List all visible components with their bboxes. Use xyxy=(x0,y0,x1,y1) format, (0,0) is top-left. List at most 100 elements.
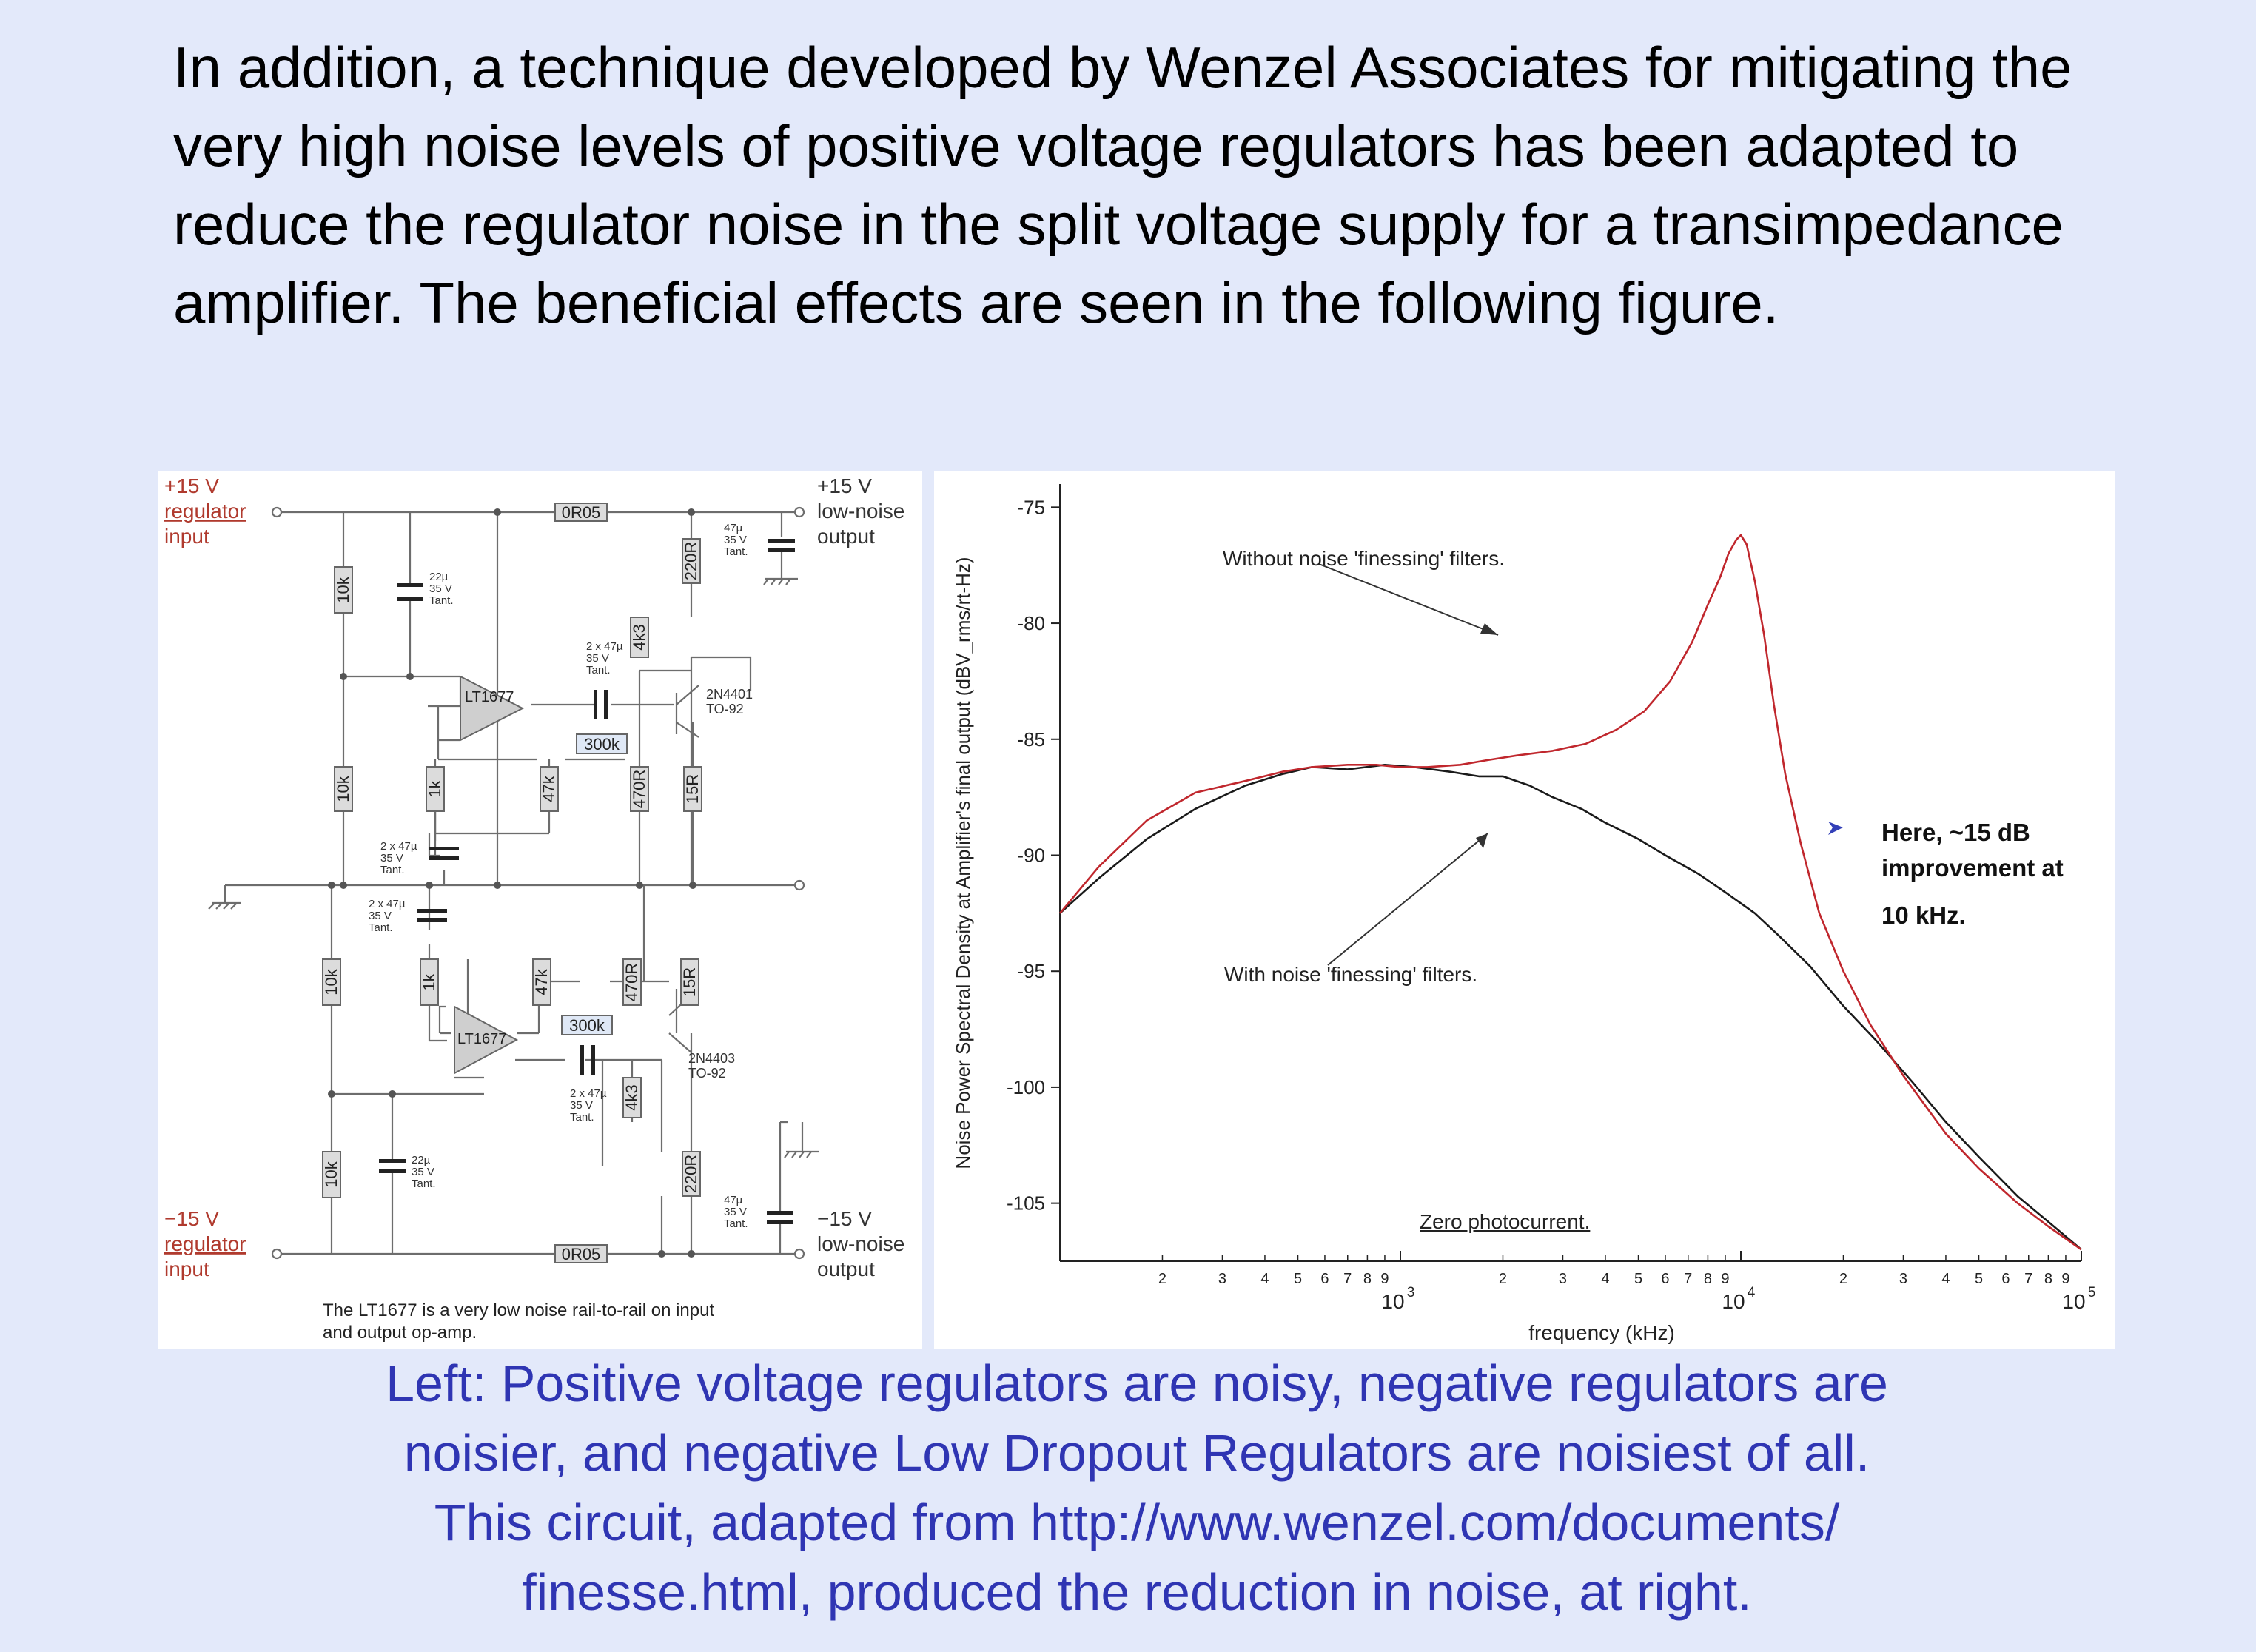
resistor-0r05-top xyxy=(554,503,608,522)
bottom-input-label-3: input xyxy=(164,1258,209,1280)
x-minor-tick-label: 9 xyxy=(1380,1271,1389,1287)
annotation-without: Without noise 'finessing' filters. xyxy=(1223,547,1505,570)
x-minor-tick-label: 7 xyxy=(1343,1271,1352,1287)
x-minor-tick-label: 5 xyxy=(1975,1271,1983,1287)
caption-line-4: finesse.html, produced the reduction in … xyxy=(522,1563,1752,1621)
capacitor-22u-bottom-plate xyxy=(379,1169,406,1173)
resistor-220r-top-label: 220R xyxy=(682,542,700,581)
capacitor-47u-bottom-plate xyxy=(767,1220,793,1224)
note-line-3: 10 kHz. xyxy=(1881,901,1966,929)
resistor-15r-top xyxy=(683,766,702,812)
capacitor-2x47-coupling-top xyxy=(594,690,597,719)
top-input-label-2: regulator xyxy=(164,500,246,523)
capacitor-2x47-top-plate xyxy=(429,856,459,860)
resistor-470r-top xyxy=(630,766,649,812)
x-minor-tick-label: 4 xyxy=(1260,1271,1269,1287)
resistor-220r-bottom xyxy=(682,1151,701,1197)
cap-47u-bottom-type: Tant. xyxy=(724,1218,748,1230)
resistor-470r-bottom-label: 470R xyxy=(622,963,641,1002)
cap-2x47-bottom-voltage: 35 V xyxy=(369,910,392,922)
cap-2x47-coupling-top-voltage: 35 V xyxy=(586,652,609,665)
x-minor-tick-label: 2 xyxy=(1158,1271,1166,1287)
x-major-tick-label: 10 xyxy=(1381,1290,1404,1313)
cap-2x47-coupling-bottom-voltage: 35 V xyxy=(570,1099,593,1112)
caption-line-1: Left: Positive voltage regulators are no… xyxy=(386,1354,1888,1412)
cap-2x47-coupling-top-value: 2 x 47µ xyxy=(586,640,623,653)
resistor-1k-bottom-label: 1k xyxy=(420,973,438,990)
note-line-2: improvement at xyxy=(1881,854,2064,882)
cap-2x47-bottom-type: Tant. xyxy=(369,921,393,934)
y-tick-label: -100 xyxy=(1007,1076,1045,1098)
x-minor-tick-label: 7 xyxy=(2024,1271,2032,1287)
x-minor-tick-label: 6 xyxy=(1320,1271,1329,1287)
capacitor-22u-top xyxy=(397,583,423,587)
opamp-top-label: LT1677 xyxy=(465,689,514,705)
cap-2x47-top-type: Tant. xyxy=(380,864,405,876)
capacitor-2x47-top xyxy=(429,847,459,850)
resistor-10k-2 xyxy=(334,766,353,812)
x-minor-tick-label: 2 xyxy=(1839,1271,1847,1287)
y-tick-label: -95 xyxy=(1017,960,1045,982)
x-minor-tick-label: 9 xyxy=(1721,1271,1729,1287)
resistor-47k-bottom xyxy=(532,958,551,1006)
transistor-top-label: 2N4401 xyxy=(706,687,753,702)
capacitor-2x47-coupling-bottom xyxy=(580,1045,584,1075)
resistor-15r-bottom xyxy=(680,958,699,1006)
annotation-arrow-without xyxy=(1318,563,1499,636)
y-tick-label: -90 xyxy=(1017,844,1045,866)
x-major-tick-label: 10 xyxy=(2062,1290,2085,1313)
circuit-diagram: +15 V regulator input −15 V regulator in… xyxy=(164,474,904,1343)
top-input-label-3: input xyxy=(164,525,209,548)
resistor-10k-3 xyxy=(322,958,341,1006)
bottom-output-label-3: output xyxy=(817,1258,875,1280)
resistor-300k-bottom xyxy=(561,1015,613,1035)
intro-paragraph: In addition, a technique developed by We… xyxy=(173,35,2072,335)
resistor-10k-4-label: 10k xyxy=(322,1161,340,1187)
resistor-1k-bottom xyxy=(420,958,439,1006)
cap-47u-top-voltage: 35 V xyxy=(724,534,747,546)
resistor-10k-4 xyxy=(322,1151,341,1198)
cap-22u-bottom-value: 22µ xyxy=(412,1154,431,1166)
resistor-4k3-bottom xyxy=(622,1077,642,1118)
resistor-4k3-top xyxy=(630,617,649,658)
series-line-0 xyxy=(1059,534,2082,1251)
x-major-tick-exponent: 5 xyxy=(2088,1285,2096,1300)
annotation-arrowhead-with xyxy=(1476,833,1488,848)
cap-47u-bottom-voltage: 35 V xyxy=(724,1206,747,1218)
x-minor-tick-label: 8 xyxy=(2044,1271,2052,1287)
resistor-4k3-top-label: 4k3 xyxy=(630,624,648,650)
cap-2x47-coupling-bottom-type: Tant. xyxy=(570,1111,594,1124)
annotation-with: With noise 'finessing' filters. xyxy=(1224,963,1477,986)
caption-line-3: This circuit, adapted from http://www.we… xyxy=(434,1494,1840,1551)
annotation-arrowhead-without xyxy=(1480,623,1498,635)
annotation-arrow-with xyxy=(1327,833,1488,966)
resistor-10k-1 xyxy=(334,566,353,614)
resistor-300k-top xyxy=(576,733,628,754)
bottom-input-label-2: regulator xyxy=(164,1232,246,1255)
figure-caption: Left: Positive voltage regulators are no… xyxy=(158,1349,2115,1627)
capacitor-47u-bottom xyxy=(767,1211,793,1215)
resistor-220r-bottom-label: 220R xyxy=(682,1155,700,1194)
cap-47u-top-value: 47µ xyxy=(724,522,743,534)
top-input-label-1: +15 V xyxy=(164,474,219,497)
caption-line-2: noisier, and negative Low Dropout Regula… xyxy=(403,1424,1870,1482)
cap-22u-top-voltage: 35 V xyxy=(429,582,452,595)
capacitor-22u-top-plate xyxy=(397,597,423,601)
x-axis-label: frequency (kHz) xyxy=(1528,1321,1675,1344)
y-axis-label: Noise Power Spectral Density at Amplifie… xyxy=(952,557,974,1169)
cap-47u-top-type: Tant. xyxy=(724,545,748,558)
series-line-1 xyxy=(1059,763,2082,1251)
top-output-label-2: low-noise xyxy=(817,500,904,523)
resistor-1k-top-label: 1k xyxy=(426,779,444,797)
x-minor-tick-label: 6 xyxy=(2001,1271,2010,1287)
top-output-label-3: output xyxy=(817,525,875,548)
circuit-note-line-1: The LT1677 is a very low noise rail-to-r… xyxy=(323,1300,714,1320)
resistor-47k-bottom-label: 47k xyxy=(532,968,551,995)
opamp-bottom xyxy=(454,1005,519,1075)
capacitor-47u-top-plate xyxy=(768,548,795,552)
chart-annotations: Without noise 'finessing' filters. With … xyxy=(1223,547,2064,1233)
resistor-47k-top xyxy=(540,766,559,812)
transistor-top-package: TO-92 xyxy=(706,702,744,716)
